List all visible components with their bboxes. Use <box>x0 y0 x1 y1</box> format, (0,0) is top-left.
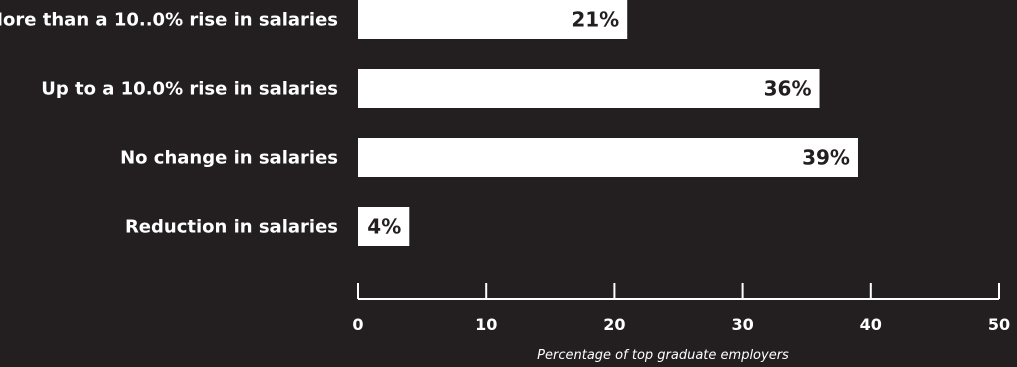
data-label: 39% <box>802 146 850 170</box>
data-label: 21% <box>571 8 619 32</box>
x-tick-label: 50 <box>988 315 1010 334</box>
bar <box>358 207 410 246</box>
bars <box>358 0 858 246</box>
data-label: 36% <box>764 77 812 101</box>
category-label: No change in salaries <box>120 148 338 169</box>
x-tick-label: 20 <box>603 315 625 334</box>
category-label: Up to a 10.0% rise in salaries <box>41 79 338 100</box>
x-tick-label: 40 <box>860 315 882 334</box>
data-labels: 21% 36% 39% 4% <box>367 8 850 239</box>
x-tick-label: 30 <box>731 315 753 334</box>
data-label: 4% <box>367 215 401 239</box>
x-axis: 0 10 20 30 40 50 <box>352 283 1010 334</box>
category-labels: More than a 10..0% rise in salaries Up to… <box>0 10 338 238</box>
bar <box>358 138 858 177</box>
x-tick-label: 10 <box>475 315 497 334</box>
category-label: Reduction in salaries <box>125 217 338 238</box>
bar <box>358 69 820 108</box>
x-axis-title: Percentage of top graduate employers <box>537 348 789 363</box>
bar <box>358 0 628 39</box>
x-tick-label: 0 <box>352 315 363 334</box>
category-label: More than a 10..0% rise in salaries <box>0 10 338 31</box>
